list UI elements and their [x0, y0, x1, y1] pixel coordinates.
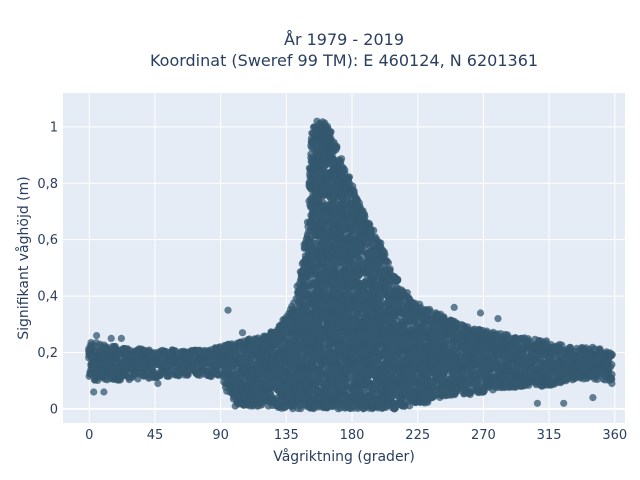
data-point: [337, 157, 345, 165]
data-point: [370, 226, 378, 234]
chart-title-line1: År 1979 - 2019: [284, 30, 404, 49]
data-point: [327, 128, 335, 136]
data-point: [165, 372, 173, 380]
data-points: [85, 117, 616, 413]
data-point: [360, 210, 368, 219]
data-point: [332, 144, 341, 152]
chart-title-line2: Koordinat (Sweref 99 TM): E 460124, N 62…: [150, 51, 538, 70]
